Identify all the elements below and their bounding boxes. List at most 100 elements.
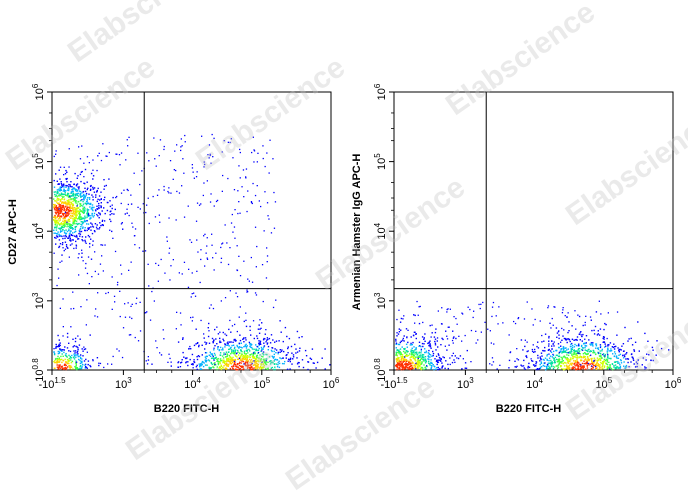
event-dot <box>562 350 565 352</box>
event-dot <box>520 339 523 341</box>
event-dot <box>402 368 404 371</box>
event-dot <box>76 203 79 205</box>
event-dot <box>428 352 430 355</box>
event-dot <box>236 296 239 298</box>
event-dot <box>499 364 501 366</box>
event-dot <box>220 341 222 343</box>
event-dot <box>279 320 281 322</box>
event-dot <box>198 204 201 206</box>
event-dot <box>58 233 60 236</box>
event-dot <box>607 345 609 347</box>
event-dot <box>272 356 274 358</box>
event-dot <box>243 320 245 323</box>
event-dot <box>239 368 241 370</box>
event-dot <box>614 364 617 366</box>
event-dot <box>69 205 71 207</box>
event-dot <box>405 364 407 366</box>
event-dot <box>429 324 431 327</box>
event-dot <box>237 358 239 360</box>
event-dot <box>262 352 264 355</box>
event-dot <box>72 210 75 212</box>
event-dot <box>65 244 68 246</box>
event-dot <box>438 356 441 359</box>
event-dot <box>65 366 67 369</box>
event-dot <box>397 351 399 354</box>
event-dot <box>215 338 217 340</box>
event-dot <box>273 350 275 353</box>
event-dot <box>404 363 407 365</box>
event-dot <box>54 360 56 362</box>
event-dot <box>63 201 65 203</box>
event-dot <box>396 318 398 321</box>
event-dot <box>627 358 630 360</box>
event-dot <box>55 194 58 196</box>
event-dot <box>224 297 227 299</box>
event-dot <box>76 352 78 354</box>
event-dot <box>548 366 551 369</box>
event-dot <box>62 213 64 216</box>
event-dot <box>84 210 86 212</box>
event-dot <box>89 218 91 220</box>
event-dot <box>81 218 84 220</box>
x-tick-label: -101.5 <box>380 376 408 391</box>
y-axis-title: Armenian Hamster IgG APC-H <box>351 154 363 311</box>
event-dot <box>581 362 584 365</box>
event-dot <box>261 361 263 363</box>
event-dot <box>71 360 74 363</box>
event-dot <box>59 243 62 245</box>
event-dot <box>56 364 58 366</box>
event-dot <box>209 201 212 203</box>
event-dot <box>407 364 409 366</box>
event-dot <box>459 355 462 357</box>
event-dot <box>62 204 65 207</box>
event-dot <box>61 243 64 246</box>
event-dot <box>196 368 198 371</box>
event-dot <box>88 283 90 285</box>
event-dot <box>236 356 238 358</box>
event-dot <box>435 355 438 357</box>
event-dot <box>91 232 94 235</box>
event-dot <box>221 243 223 245</box>
event-dot <box>276 366 279 368</box>
event-dot <box>73 198 75 200</box>
event-dot <box>245 177 247 179</box>
event-dot <box>563 365 566 367</box>
event-dot <box>68 234 71 237</box>
event-dot <box>62 183 65 186</box>
event-dot <box>62 247 64 249</box>
event-dot <box>549 322 551 324</box>
event-dot <box>596 362 598 364</box>
event-dot <box>213 269 215 271</box>
event-dot <box>616 357 618 359</box>
event-dot <box>246 358 248 360</box>
event-dot <box>227 344 229 346</box>
event-dot <box>569 359 571 361</box>
event-dot <box>69 184 71 186</box>
event-dot <box>613 343 615 345</box>
event-dot <box>425 351 427 354</box>
event-dot <box>601 350 603 352</box>
event-dot <box>589 316 592 318</box>
event-dot <box>618 351 620 353</box>
event-dot <box>205 343 207 345</box>
event-dot <box>549 350 552 352</box>
event-dot <box>553 366 556 368</box>
event-dot <box>408 368 410 370</box>
event-dot <box>287 352 289 354</box>
event-dot <box>542 349 544 352</box>
event-dot <box>53 203 55 206</box>
event-dot <box>65 353 67 355</box>
event-dot <box>179 312 182 314</box>
event-dot <box>54 204 56 206</box>
event-dot <box>428 358 430 361</box>
event-dot <box>548 343 550 345</box>
event-dot <box>63 230 66 232</box>
event-dot <box>590 350 592 352</box>
event-dot <box>59 342 61 344</box>
event-dot <box>564 338 567 341</box>
event-dot <box>580 367 582 369</box>
event-dot <box>255 344 257 346</box>
event-dot <box>53 232 55 234</box>
event-dot <box>234 323 236 326</box>
event-dot <box>257 365 259 368</box>
